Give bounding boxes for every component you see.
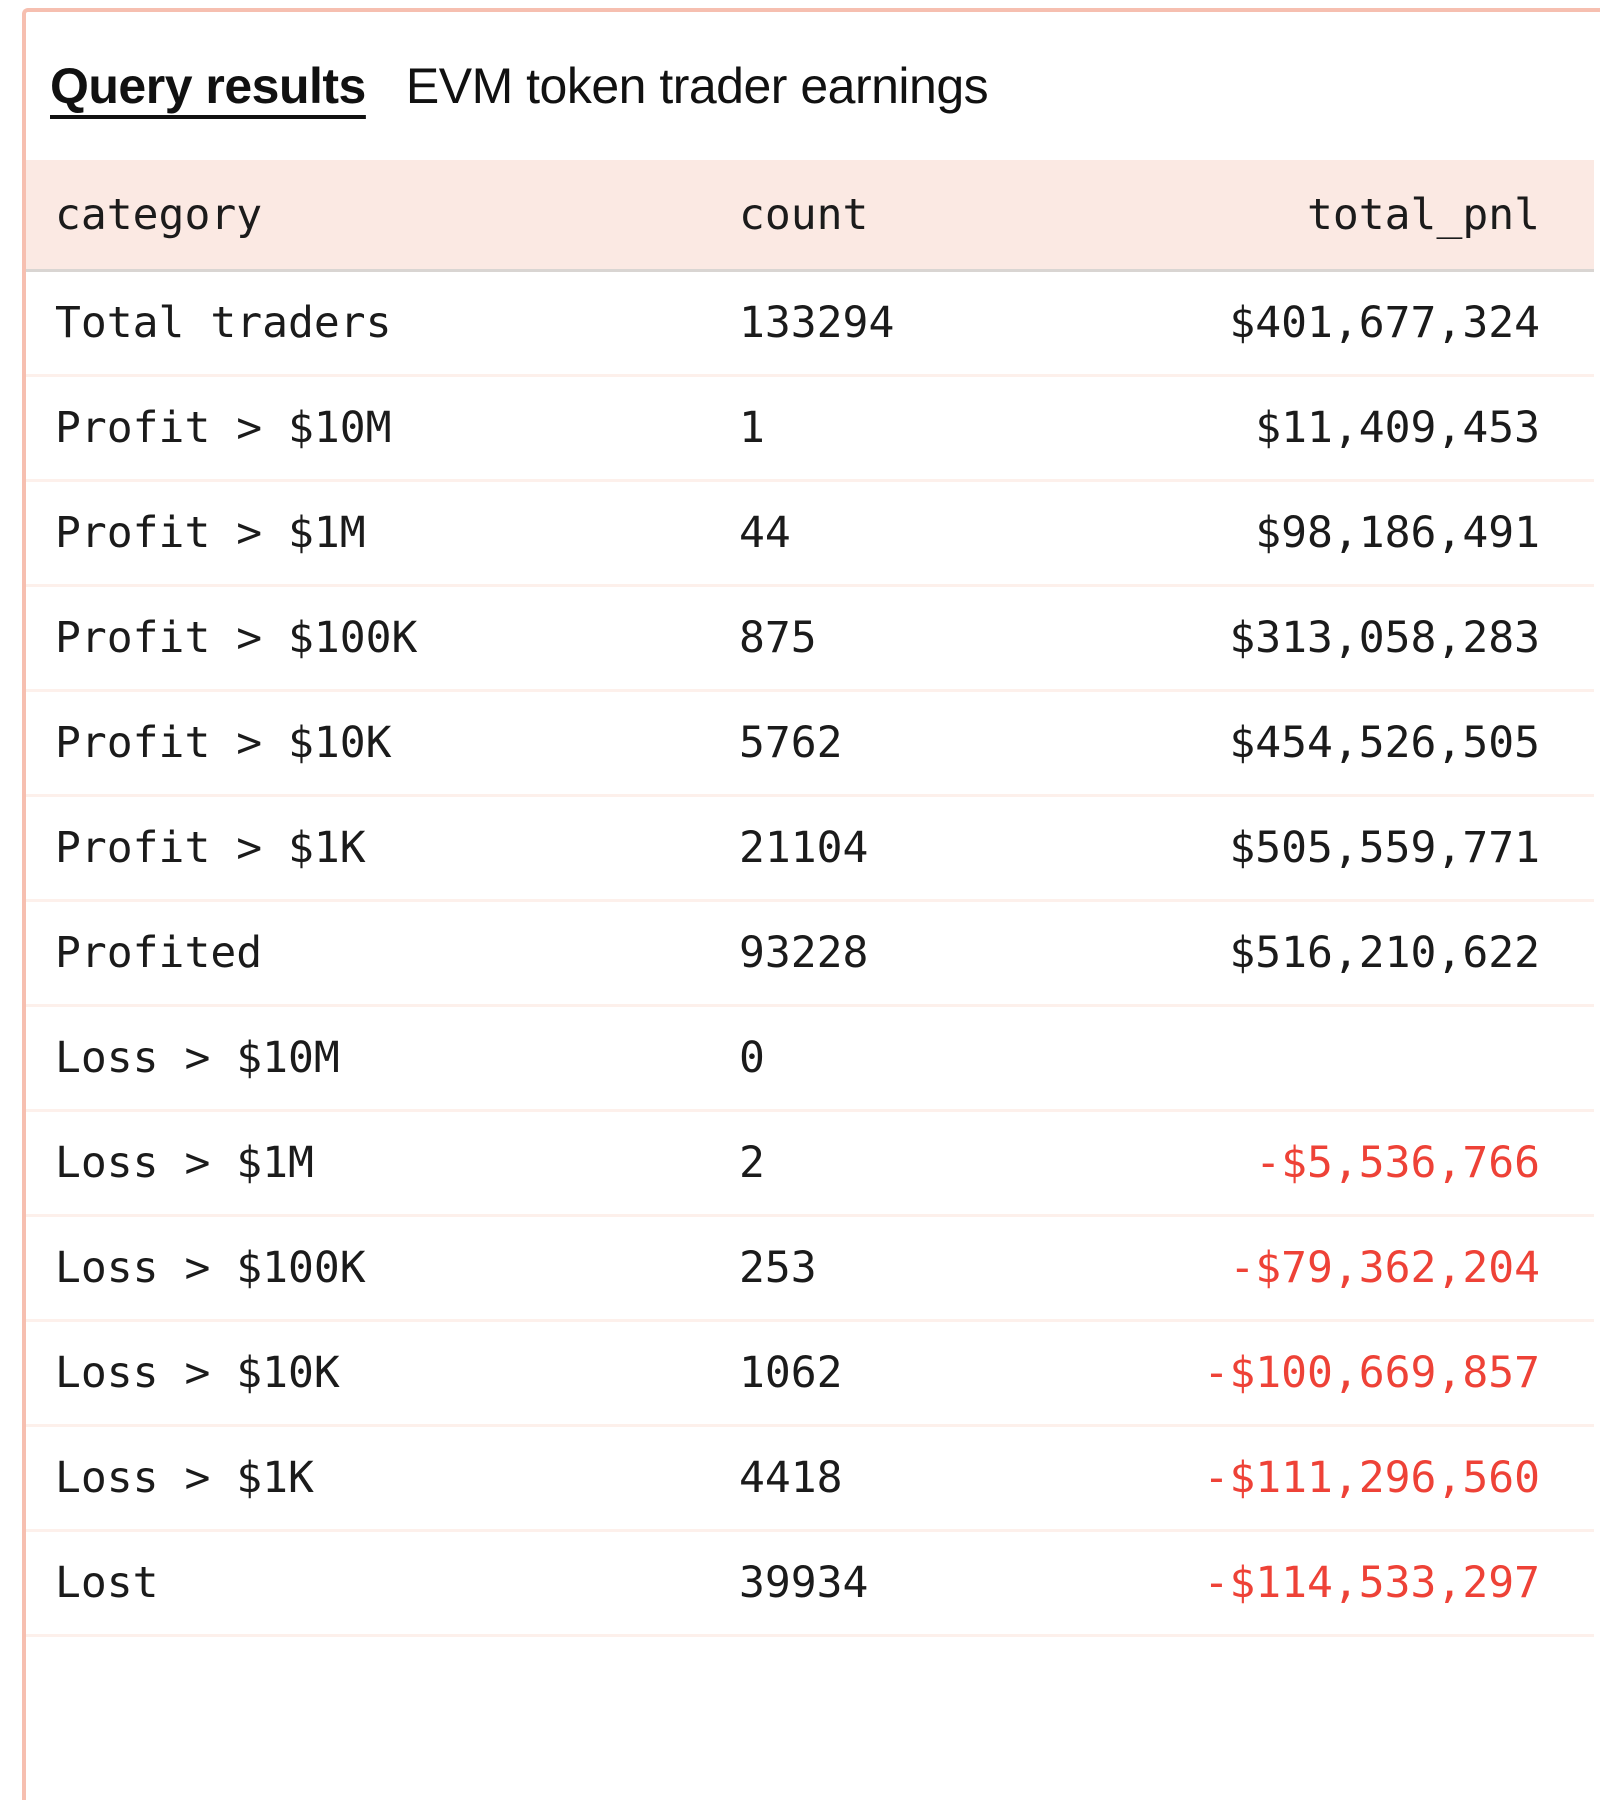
table-row: Profited 93228 $516,210,622	[26, 902, 1594, 1007]
pnl-cell: $505,559,771	[1229, 823, 1540, 873]
table-header-row: category count total_pnl	[26, 160, 1594, 272]
query-name-title: EVM token trader earnings	[405, 58, 989, 114]
table-row: Loss > $10K 1062 -$100,669,857	[26, 1322, 1594, 1427]
category-cell: Loss > $10K	[55, 1348, 340, 1398]
count-cell: 1062	[739, 1348, 843, 1398]
table-row: Loss > $100K 253 -$79,362,204	[26, 1217, 1594, 1322]
count-cell: 2	[739, 1138, 765, 1188]
column-header-total-pnl: total_pnl	[1307, 189, 1540, 240]
pnl-cell: -$114,533,297	[1203, 1558, 1540, 1608]
category-cell: Loss > $100K	[55, 1243, 366, 1293]
category-cell: Profit > $10M	[55, 403, 392, 453]
count-cell: 93228	[739, 928, 869, 978]
pnl-cell: -$5,536,766	[1255, 1138, 1540, 1188]
table-row: Lost 39934 -$114,533,297	[26, 1532, 1594, 1637]
category-cell: Loss > $1M	[55, 1138, 314, 1188]
table-row: Profit > $1M 44 $98,186,491	[26, 482, 1594, 587]
count-cell: 0	[739, 1033, 765, 1083]
count-cell: 44	[739, 508, 791, 558]
count-cell: 39934	[739, 1558, 869, 1608]
pnl-cell: $98,186,491	[1255, 508, 1540, 558]
count-cell: 253	[739, 1243, 817, 1293]
column-header-category: category	[55, 189, 263, 240]
results-table: category count total_pnl Total traders 1…	[26, 160, 1594, 1637]
count-cell: 5762	[739, 718, 843, 768]
category-cell: Profit > $100K	[55, 613, 418, 663]
pnl-cell: -$100,669,857	[1203, 1348, 1540, 1398]
table-row: Loss > $10M 0	[26, 1007, 1594, 1112]
pnl-cell: $516,210,622	[1229, 928, 1540, 978]
column-header-count: count	[739, 189, 869, 240]
pnl-cell: -$111,296,560	[1203, 1453, 1540, 1503]
table-row: Profit > $1K 21104 $505,559,771	[26, 797, 1594, 902]
pnl-cell: $401,677,324	[1229, 298, 1540, 348]
category-cell: Profit > $1M	[55, 508, 366, 558]
count-cell: 4418	[739, 1453, 843, 1503]
category-cell: Loss > $1K	[55, 1453, 314, 1503]
category-cell: Profit > $10K	[55, 718, 392, 768]
table-row: Loss > $1K 4418 -$111,296,560	[26, 1427, 1594, 1532]
count-cell: 21104	[739, 823, 869, 873]
query-results-card: Query results EVM token trader earnings …	[22, 8, 1600, 1800]
pnl-cell: $454,526,505	[1229, 718, 1540, 768]
query-results-link[interactable]: Query results	[50, 58, 366, 114]
category-cell: Profited	[55, 928, 263, 978]
pnl-cell: $313,058,283	[1229, 613, 1540, 663]
pnl-cell: $11,409,453	[1255, 403, 1540, 453]
category-cell: Loss > $10M	[55, 1033, 340, 1083]
category-cell: Lost	[55, 1558, 159, 1608]
count-cell: 875	[739, 613, 817, 663]
pnl-cell: -$79,362,204	[1229, 1243, 1540, 1293]
category-cell: Profit > $1K	[55, 823, 366, 873]
count-cell: 1	[739, 403, 765, 453]
count-cell: 133294	[739, 298, 895, 348]
category-cell: Total traders	[55, 298, 392, 348]
table-row: Profit > $10K 5762 $454,526,505	[26, 692, 1594, 797]
table-row: Total traders 133294 $401,677,324	[26, 272, 1594, 377]
table-row: Loss > $1M 2 -$5,536,766	[26, 1112, 1594, 1217]
title-bar: Query results EVM token trader earnings	[26, 12, 1600, 160]
table-row: Profit > $100K 875 $313,058,283	[26, 587, 1594, 692]
table-row: Profit > $10M 1 $11,409,453	[26, 377, 1594, 482]
